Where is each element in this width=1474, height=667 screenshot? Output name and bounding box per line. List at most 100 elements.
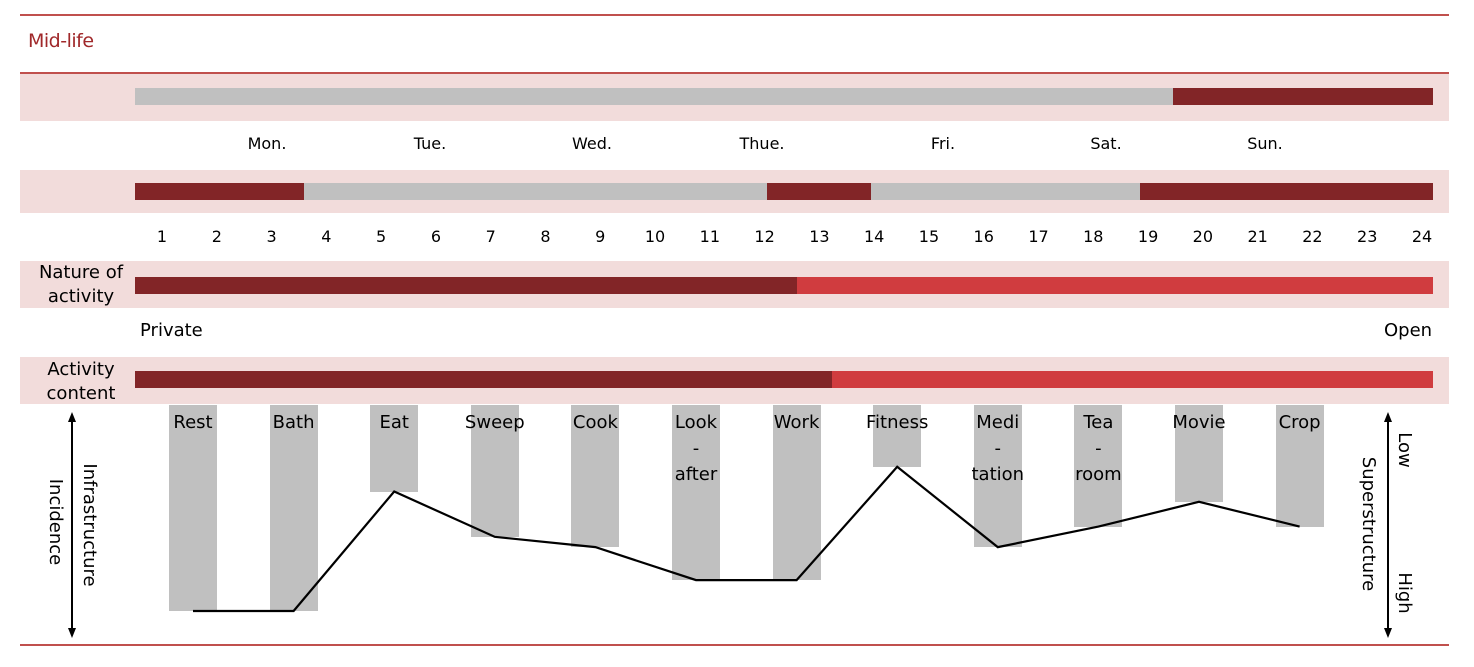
activity-bar — [571, 405, 620, 548]
activity-label-line: Sweep — [464, 412, 525, 433]
nature-bar-segment — [796, 277, 1433, 294]
activity-label: Bath — [244, 410, 344, 436]
activity-label-line: Look — [674, 412, 718, 433]
activity-label-line1: Activity — [47, 359, 115, 380]
activity-content-label: Activity content — [20, 358, 142, 406]
activity-label-line2: content — [46, 383, 116, 404]
nature-label-line1: Nature of — [38, 262, 124, 283]
activity-bar — [873, 405, 922, 467]
activity-label: Fitness — [847, 410, 947, 436]
hour-label: 11 — [699, 227, 720, 246]
activity-label: Look - after — [646, 410, 746, 488]
left-axis-arrow — [68, 412, 76, 638]
nature-label: Nature of activity — [20, 261, 142, 309]
hour-label: 3 — [266, 227, 277, 246]
hour-label: 6 — [430, 227, 441, 246]
daily-bar-segment — [767, 183, 871, 200]
hour-label: 4 — [321, 227, 332, 246]
activity-bar — [169, 405, 217, 611]
title-rule — [20, 72, 1449, 74]
activity-label-line: Bath — [272, 412, 315, 433]
activity-label-line: Tea — [1083, 412, 1114, 433]
hour-label: 20 — [1192, 227, 1214, 246]
activity-label-line: Movie — [1172, 412, 1226, 433]
activity-label: Cook — [545, 410, 645, 436]
hour-label: 21 — [1247, 227, 1268, 246]
activity-bar — [1275, 405, 1324, 527]
right-axis-arrow — [1384, 412, 1392, 638]
activity-label: Crop — [1250, 410, 1350, 436]
day-label: Tue. — [413, 134, 447, 153]
private-label: Private — [140, 320, 203, 341]
hour-label: 24 — [1411, 227, 1433, 246]
high-label: High — [1394, 572, 1415, 614]
hour-label: 18 — [1083, 227, 1104, 246]
activity-label: Work — [747, 410, 847, 436]
day-label: Wed. — [572, 134, 612, 153]
activity-bar — [772, 405, 821, 581]
activity-bar — [973, 405, 1022, 548]
activity-bar-segment — [135, 371, 833, 388]
activity-label-line: Work — [773, 412, 820, 433]
daily-bar-segment — [135, 183, 304, 200]
incidence-line — [193, 465, 1300, 613]
daily-bar-segment — [870, 183, 1140, 200]
activity-bar — [370, 405, 419, 492]
day-label: Thue. — [739, 134, 785, 153]
infrastructure-axis-label: Infrastructure — [79, 463, 100, 587]
activity-label: Rest — [143, 410, 243, 436]
hour-label: 19 — [1137, 227, 1159, 246]
open-label: Open — [1384, 320, 1433, 341]
activity-label-line: after — [674, 464, 718, 485]
daily-bar-segment — [1139, 183, 1433, 200]
incidence-axis-label: Incidence — [45, 478, 66, 566]
activity-label: Tea - room — [1048, 410, 1148, 488]
hour-label: 16 — [973, 227, 994, 246]
activity-label-line: Rest — [173, 412, 213, 433]
activity-bar-segment — [832, 371, 1433, 388]
hour-label: 12 — [754, 227, 775, 246]
day-label: Sun. — [1247, 134, 1283, 153]
daily-bar-segment — [303, 183, 768, 200]
activity-label-line: - — [692, 438, 700, 459]
activity-label: Eat — [344, 410, 444, 436]
nature-bar-segment — [135, 277, 797, 294]
hour-label: 5 — [376, 227, 387, 246]
activity-label: Sweep — [445, 410, 545, 436]
activity-bar — [1074, 405, 1123, 527]
activity-label-line: - — [994, 438, 1002, 459]
activity-label-line: Fitness — [866, 412, 929, 433]
hour-label: 7 — [485, 227, 496, 246]
activity-bar — [269, 405, 318, 611]
chart-title: Mid-life — [28, 30, 94, 52]
activity-label-line: room — [1075, 464, 1122, 485]
activity-label-line: - — [1095, 438, 1102, 459]
hour-label: 15 — [918, 227, 940, 246]
hour-label: 13 — [809, 227, 830, 246]
activity-bar — [672, 405, 720, 581]
hour-label: 2 — [211, 227, 222, 246]
superstructure-axis-label: Superstructure — [1358, 456, 1379, 592]
low-label: Low — [1394, 432, 1415, 468]
top-rule — [20, 14, 1449, 16]
weekly-bar-segment — [135, 88, 1174, 105]
activity-label-line: Cook — [572, 412, 618, 433]
activity-label-line: Medi — [976, 412, 1020, 433]
hour-label: 14 — [863, 227, 885, 246]
day-label: Mon. — [247, 134, 287, 153]
day-label: Sat. — [1090, 134, 1122, 153]
activity-bar — [1175, 405, 1223, 502]
activity-label-line: Eat — [379, 412, 409, 433]
hour-label: 23 — [1357, 227, 1378, 246]
activity-label-line: Crop — [1278, 412, 1321, 433]
hour-label: 10 — [644, 227, 666, 246]
activity-label-line: tation — [971, 464, 1025, 485]
hour-label: 17 — [1028, 227, 1049, 246]
hour-label: 8 — [540, 227, 551, 246]
activity-label: Movie — [1149, 410, 1249, 436]
hour-label: 9 — [595, 227, 606, 246]
nature-label-line2: activity — [47, 286, 115, 307]
hour-label: 1 — [156, 227, 168, 246]
activity-label: Medi - tation — [948, 410, 1048, 488]
